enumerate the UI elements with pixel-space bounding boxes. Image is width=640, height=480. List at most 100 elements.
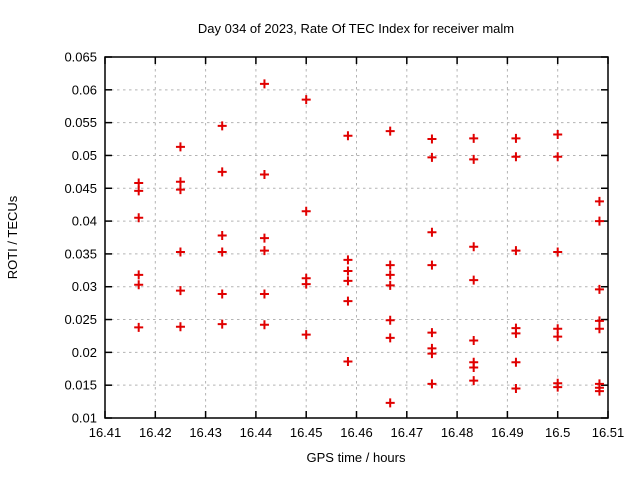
data-point-marker xyxy=(134,322,144,332)
y-tick-label: 0.025 xyxy=(64,312,97,327)
x-tick-label: 16.48 xyxy=(441,425,474,440)
data-point-marker xyxy=(469,376,479,386)
x-tick-label: 16.43 xyxy=(189,425,222,440)
y-tick-label: 0.035 xyxy=(64,246,97,261)
x-tick-label: 16.5 xyxy=(545,425,570,440)
y-tick-label: 0.06 xyxy=(72,82,97,97)
data-point-marker xyxy=(427,260,437,270)
x-axis-label: GPS time / hours xyxy=(307,450,406,465)
gridlines xyxy=(105,57,608,418)
y-tick-label: 0.04 xyxy=(72,214,97,229)
x-tick-label: 16.46 xyxy=(340,425,373,440)
data-point-marker xyxy=(594,216,604,226)
data-point-marker xyxy=(134,186,144,196)
data-point-marker xyxy=(553,382,563,392)
data-point-marker xyxy=(427,152,437,162)
data-point-marker xyxy=(511,357,521,367)
data-point-marker xyxy=(594,324,604,334)
data-point-marker xyxy=(553,152,563,162)
data-point-marker xyxy=(217,121,227,131)
data-point-marker xyxy=(343,131,353,141)
data-point-marker xyxy=(175,185,185,195)
axis-ticks xyxy=(104,56,609,419)
data-point-marker xyxy=(175,322,185,332)
data-point-marker xyxy=(217,231,227,241)
data-point-marker xyxy=(553,332,563,342)
data-point-marker xyxy=(301,330,311,340)
data-point-marker xyxy=(511,328,521,338)
y-tick-label: 0.055 xyxy=(64,115,97,130)
data-point-marker xyxy=(175,247,185,257)
data-point-marker xyxy=(385,126,395,136)
y-tick-label: 0.015 xyxy=(64,378,97,393)
data-point-marker xyxy=(427,328,437,338)
data-point-marker xyxy=(594,316,604,326)
data-point-marker xyxy=(134,270,144,280)
data-point-marker xyxy=(301,206,311,216)
data-point-marker xyxy=(511,383,521,393)
data-point-marker xyxy=(343,276,353,286)
data-point-marker xyxy=(427,349,437,359)
data-point-marker xyxy=(594,386,604,396)
data-point-marker xyxy=(217,167,227,177)
y-axis-label: ROTI / TECUs xyxy=(5,195,20,279)
data-point-marker xyxy=(427,379,437,389)
data-point-marker xyxy=(259,79,269,89)
data-point-marker xyxy=(427,134,437,144)
data-point-marker xyxy=(343,357,353,367)
plot-border xyxy=(104,56,609,419)
data-point-marker xyxy=(469,242,479,252)
data-point-marker xyxy=(217,289,227,299)
data-point-marker xyxy=(385,333,395,343)
data-point-marker xyxy=(553,324,563,334)
data-point-marker xyxy=(217,319,227,329)
data-point-marker xyxy=(594,284,604,294)
data-point-marker xyxy=(175,286,185,296)
data-point-marker xyxy=(553,247,563,257)
y-tick-label: 0.03 xyxy=(72,279,97,294)
data-point-marker xyxy=(553,129,563,139)
data-point-marker xyxy=(511,152,521,162)
data-point-marker xyxy=(259,246,269,256)
data-point-marker xyxy=(175,142,185,152)
data-point-marker xyxy=(385,260,395,270)
x-tick-label: 16.42 xyxy=(139,425,172,440)
data-point-marker xyxy=(427,227,437,237)
data-point-marker xyxy=(594,196,604,206)
x-tick-label: 16.41 xyxy=(89,425,122,440)
data-point-marker xyxy=(259,320,269,330)
data-point-marker xyxy=(134,280,144,290)
data-point-marker xyxy=(469,154,479,164)
x-tick-labels: 16.41 16.42 16.43 16.44 16.45 16.46 16.47 16.48… xyxy=(89,425,625,440)
data-point-marker xyxy=(259,289,269,299)
x-tick-label: 16.49 xyxy=(491,425,524,440)
y-tick-label: 0.045 xyxy=(64,181,97,196)
x-tick-label: 16.47 xyxy=(391,425,424,440)
y-tick-labels: 0.01 0.015 0.02 0.025 0.03 0.035 0.04 0.045 0.05… xyxy=(64,50,97,426)
data-points xyxy=(134,79,604,408)
x-tick-label: 16.51 xyxy=(592,425,625,440)
x-tick-label: 16.45 xyxy=(290,425,323,440)
data-point-marker xyxy=(343,266,353,276)
data-point-marker xyxy=(385,398,395,408)
data-point-marker xyxy=(469,362,479,372)
data-point-marker xyxy=(511,246,521,256)
data-point-marker xyxy=(385,270,395,280)
chart-title: Day 034 of 2023, Rate Of TEC Index for r… xyxy=(198,21,514,36)
data-point-marker xyxy=(343,296,353,306)
data-point-marker xyxy=(301,95,311,105)
data-point-marker xyxy=(301,279,311,289)
y-tick-label: 0.01 xyxy=(72,411,97,426)
data-point-marker xyxy=(343,255,353,265)
data-point-marker xyxy=(511,133,521,143)
y-tick-label: 0.05 xyxy=(72,148,97,163)
data-point-marker xyxy=(259,169,269,179)
y-tick-label: 0.02 xyxy=(72,345,97,360)
data-point-marker xyxy=(259,233,269,243)
data-point-marker xyxy=(469,133,479,143)
data-point-marker xyxy=(385,315,395,325)
y-tick-label: 0.065 xyxy=(64,50,97,65)
data-point-marker xyxy=(469,336,479,346)
